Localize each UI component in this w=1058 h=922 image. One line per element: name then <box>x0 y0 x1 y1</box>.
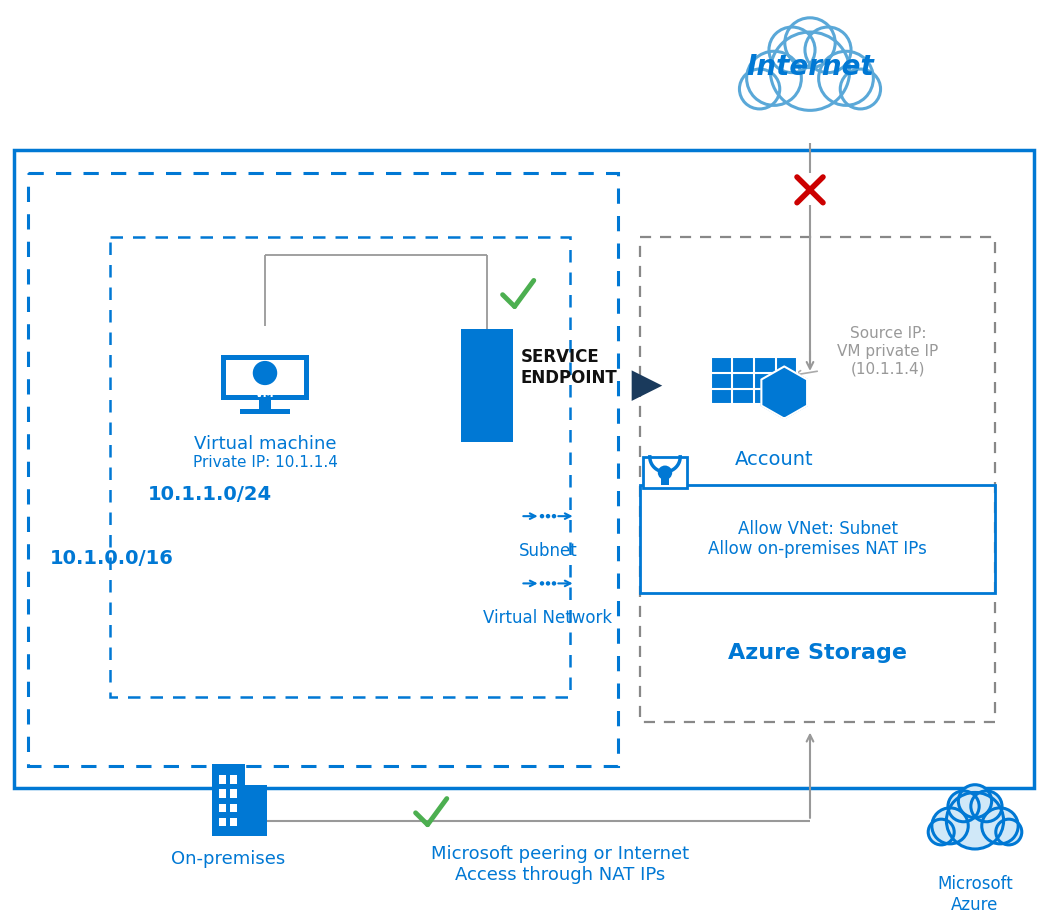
Bar <box>230 818 237 826</box>
Bar <box>640 237 995 722</box>
Circle shape <box>540 581 544 585</box>
Circle shape <box>996 819 1022 845</box>
Bar <box>110 237 570 697</box>
Circle shape <box>959 785 991 818</box>
Bar <box>221 355 309 400</box>
Bar <box>711 357 797 405</box>
Bar <box>244 786 268 835</box>
Text: Subnet: Subnet <box>518 542 578 560</box>
Bar <box>14 150 1034 788</box>
Bar <box>28 173 618 766</box>
Text: Source IP:
VM private IP
(10.1.1.4): Source IP: VM private IP (10.1.1.4) <box>837 326 938 376</box>
Circle shape <box>658 466 672 479</box>
Circle shape <box>552 514 557 518</box>
Bar <box>640 485 995 593</box>
Text: 10.1.0.0/16: 10.1.0.0/16 <box>50 550 174 568</box>
Bar <box>661 473 669 485</box>
Text: SERVICE
ENDPOINT: SERVICE ENDPOINT <box>521 349 618 387</box>
Circle shape <box>552 581 557 585</box>
Text: On-premises: On-premises <box>171 850 285 869</box>
Text: Azure Storage: Azure Storage <box>729 643 908 663</box>
Bar <box>461 329 513 443</box>
Circle shape <box>769 27 815 73</box>
Circle shape <box>546 514 550 518</box>
Bar <box>230 789 237 798</box>
Circle shape <box>253 361 277 385</box>
Bar <box>219 818 226 826</box>
Circle shape <box>546 581 550 585</box>
Bar <box>219 803 226 812</box>
Bar <box>230 803 237 812</box>
Bar <box>240 409 290 414</box>
Circle shape <box>805 27 851 73</box>
Polygon shape <box>762 366 807 419</box>
Text: VM: VM <box>255 389 275 399</box>
Bar <box>219 789 226 798</box>
Circle shape <box>971 791 1002 822</box>
Text: Microsoft
Azure: Microsoft Azure <box>937 875 1013 914</box>
Circle shape <box>740 69 780 109</box>
Bar <box>212 764 244 835</box>
Circle shape <box>540 514 544 518</box>
Circle shape <box>819 52 873 105</box>
Text: Private IP: 10.1.1.4: Private IP: 10.1.1.4 <box>193 455 338 470</box>
Circle shape <box>982 808 1018 844</box>
Circle shape <box>770 32 850 111</box>
Text: Allow VNet: Subnet
Allow on-premises NAT IPs: Allow VNet: Subnet Allow on-premises NAT… <box>708 519 927 559</box>
Text: Virtual Network: Virtual Network <box>484 609 613 627</box>
Circle shape <box>932 808 968 844</box>
Bar <box>230 775 237 784</box>
Circle shape <box>747 52 801 105</box>
Text: Microsoft peering or Internet
Access through NAT IPs: Microsoft peering or Internet Access thr… <box>431 845 689 884</box>
Text: 10.1.1.0/24: 10.1.1.0/24 <box>148 485 272 504</box>
Circle shape <box>947 792 1004 849</box>
Text: Internet: Internet <box>746 53 874 81</box>
Bar <box>226 361 304 395</box>
Text: Account: Account <box>734 450 814 469</box>
Text: Virtual machine: Virtual machine <box>194 435 336 453</box>
Circle shape <box>785 18 835 67</box>
Bar <box>711 357 797 405</box>
Bar <box>219 775 226 784</box>
Bar <box>643 456 687 489</box>
Circle shape <box>928 819 954 845</box>
Circle shape <box>840 69 880 109</box>
Circle shape <box>948 791 979 822</box>
Bar <box>259 400 271 409</box>
